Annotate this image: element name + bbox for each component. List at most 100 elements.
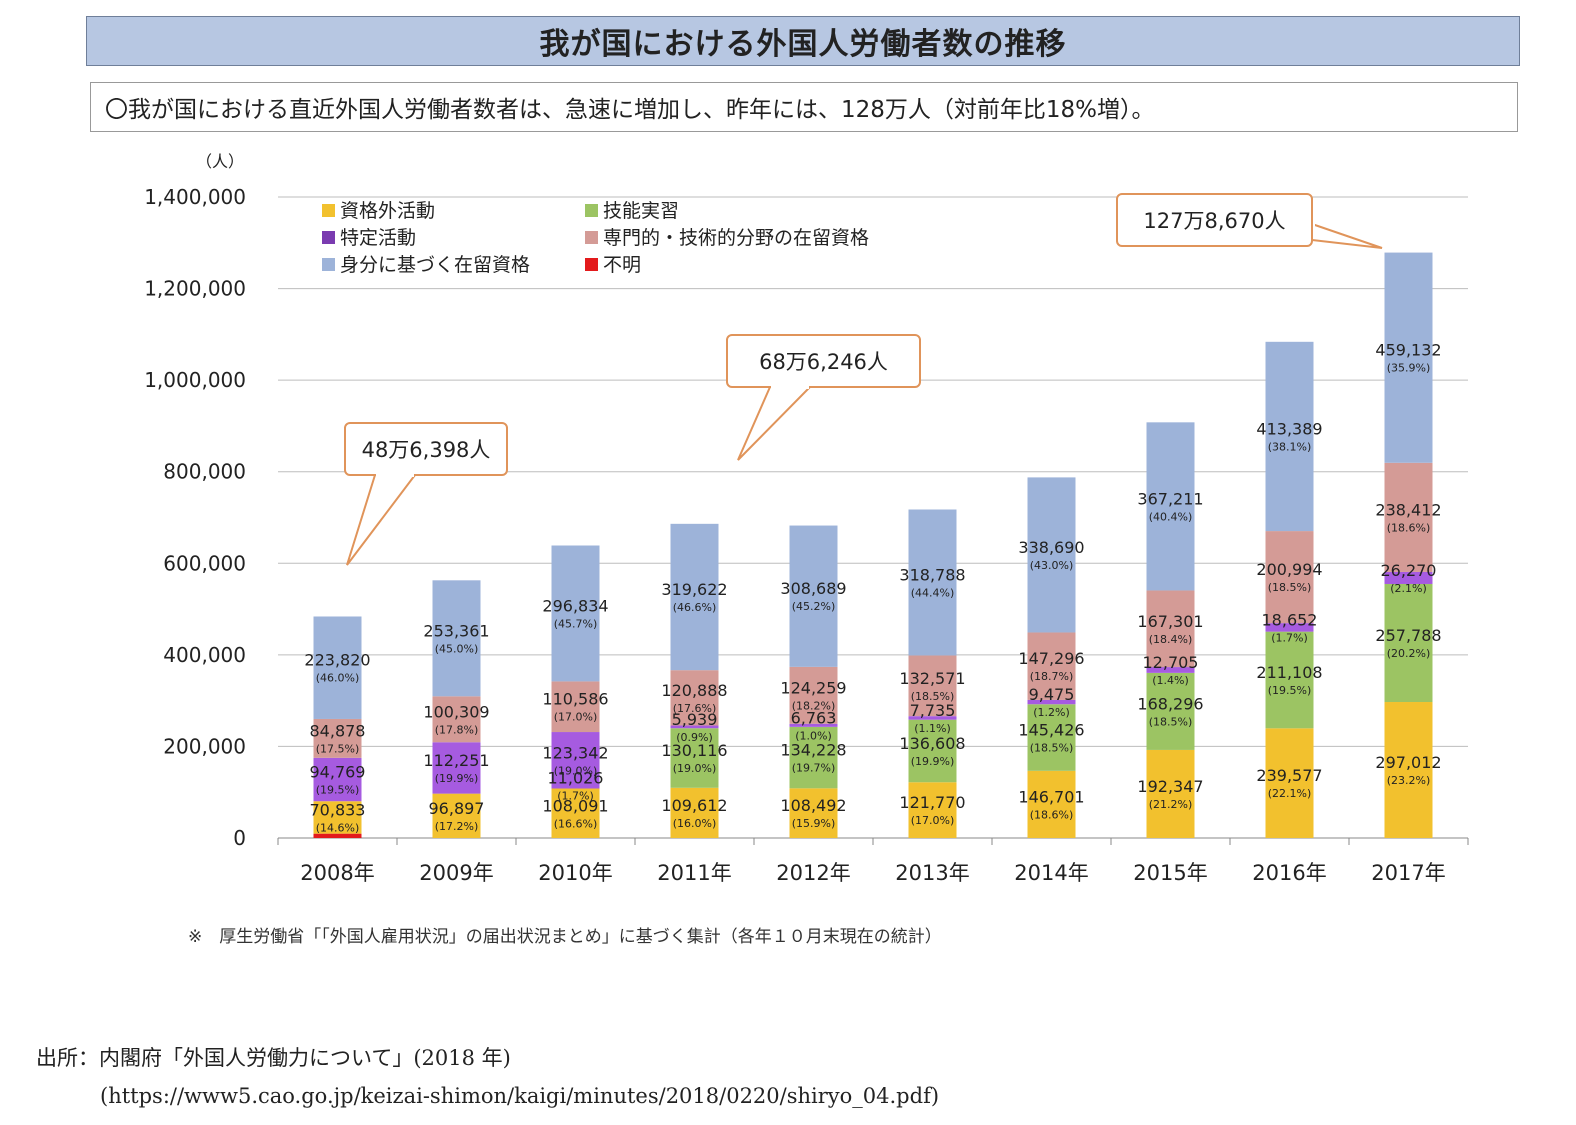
- bar-segment: [551, 788, 600, 838]
- bar-segment: [670, 728, 719, 788]
- data-label-pct: (18.6%): [1030, 808, 1074, 821]
- data-label: 6,763: [791, 708, 837, 727]
- data-label: 7,735: [910, 701, 956, 720]
- callout-pointer-join: [1313, 223, 1315, 239]
- data-label-pct: (1.0%): [795, 729, 832, 742]
- legend-swatch: [322, 231, 335, 244]
- data-label: 84,878: [310, 721, 366, 740]
- callout-box: [344, 422, 508, 476]
- data-label: 124,259: [780, 678, 846, 697]
- data-label-pct: (38.1%): [1268, 440, 1312, 453]
- x-tick-label: 2015年: [1133, 861, 1207, 885]
- data-label-pct: (20.2%): [1387, 647, 1431, 660]
- data-label-pct: (16.0%): [673, 817, 717, 830]
- data-label: 18,652: [1262, 610, 1318, 629]
- bar-segment: [1384, 571, 1433, 584]
- summary-text: 〇我が国における直近外国人労働者数者は、急速に増加し、昨年には、128万人（対前…: [90, 82, 1518, 132]
- data-label-pct: (18.5%): [1030, 742, 1074, 755]
- legend-label: 身分に基づく在留資格: [340, 254, 530, 276]
- data-label-pct: (18.4%): [1149, 633, 1193, 646]
- footnote: ※ 厚生労働省「「外国人雇用状況」の届出状況まとめ」に基づく集計（各年１０月末現…: [188, 927, 942, 947]
- data-label: 108,492: [780, 796, 846, 815]
- data-label: 318,788: [899, 565, 965, 584]
- bar-segment: [432, 742, 481, 794]
- data-label-pct: (16.6%): [554, 817, 598, 830]
- bar-segment: [908, 509, 957, 656]
- data-label: 12,705: [1143, 653, 1199, 672]
- callout-pointer: [737, 386, 813, 461]
- x-tick-label: 2011年: [657, 861, 731, 885]
- data-label: 11,026: [548, 768, 604, 787]
- data-label: 238,412: [1375, 500, 1441, 519]
- data-label: 147,296: [1018, 649, 1084, 668]
- data-label-pct: (23.2%): [1387, 774, 1431, 787]
- bar-segment: [313, 616, 362, 719]
- bar-segment: [789, 525, 838, 667]
- x-tick-label: 2009年: [419, 861, 493, 885]
- data-label-pct: (14.6%): [316, 821, 360, 834]
- data-label-pct: (18.6%): [1387, 521, 1431, 534]
- legend-label: 特定活動: [340, 227, 416, 249]
- bar-segment: [789, 666, 838, 724]
- bar-segment: [1384, 462, 1433, 572]
- bar-segment: [1146, 422, 1195, 591]
- bar-segment: [789, 788, 838, 838]
- data-label: 167,301: [1137, 612, 1203, 631]
- legend-swatch: [585, 204, 598, 217]
- data-label-pct: (46.0%): [316, 672, 360, 685]
- data-label-pct: (1.2%): [1033, 706, 1070, 719]
- data-label-pct: (18.5%): [1268, 581, 1312, 594]
- data-label: 26,270: [1381, 561, 1437, 580]
- data-label: 367,211: [1137, 489, 1203, 508]
- bar-segment: [551, 732, 600, 789]
- bar-segment: [908, 719, 957, 783]
- bar-segment: [432, 580, 481, 697]
- bar-segment: [789, 726, 838, 789]
- data-label-pct: (22.1%): [1268, 787, 1312, 800]
- data-label: 132,571: [899, 669, 965, 688]
- data-label: 110,586: [542, 690, 608, 709]
- bar-segment: [1027, 632, 1076, 700]
- data-label-pct: (1.1%): [914, 722, 951, 735]
- data-label-pct: (17.5%): [316, 742, 360, 755]
- chart-title: 我が国における外国人労働者数の推移: [86, 16, 1520, 66]
- bar-segment: [1384, 702, 1433, 838]
- data-label: 70,833: [310, 800, 366, 819]
- data-label-pct: (1.4%): [1152, 674, 1189, 687]
- callout-label: 127万8,670人: [1143, 209, 1285, 233]
- bar-segment: [670, 725, 719, 729]
- x-tick-label: 2014年: [1014, 861, 1088, 885]
- stacked-bar-chart: （人） 0 200,000 400,000 600,000 800,000 1,000,00…: [144, 152, 1469, 885]
- bar-segment: [551, 681, 600, 733]
- bar-segment: [670, 787, 719, 838]
- x-tick-label: 2010年: [538, 861, 612, 885]
- data-label-pct: (45.2%): [792, 600, 836, 613]
- data-label-pct: (19.5%): [1268, 684, 1312, 697]
- y-tick-label: 0: [233, 826, 246, 850]
- callout-pointer: [1311, 222, 1383, 249]
- data-label-pct: (17.8%): [435, 723, 479, 736]
- bar-segment: [1265, 728, 1314, 838]
- data-label-pct: (45.0%): [435, 642, 479, 655]
- data-label-pct: (19.0%): [554, 764, 598, 777]
- bar-segment: [1146, 590, 1195, 668]
- legend-swatch: [322, 204, 335, 217]
- data-label: 296,834: [542, 596, 608, 615]
- x-tick-label: 2008年: [300, 861, 374, 885]
- data-label-pct: (40.4%): [1149, 510, 1193, 523]
- bar-segment: [1027, 477, 1076, 633]
- bar-segment: [1027, 699, 1076, 705]
- data-label: 319,622: [661, 580, 727, 599]
- callout-box: [1116, 193, 1313, 247]
- callout-label: 48万6,398人: [362, 438, 491, 462]
- bar-segment: [908, 716, 957, 720]
- data-label-pct: (18.2%): [792, 699, 836, 712]
- y-tick-label: 800,000: [163, 460, 246, 484]
- data-label: 223,820: [304, 651, 370, 670]
- data-label-pct: (1.7%): [1271, 631, 1308, 644]
- bar-segment: [1265, 623, 1314, 632]
- legend-label: 不明: [603, 254, 641, 276]
- callout-label: 68万6,246人: [759, 350, 888, 374]
- bar-segment: [551, 545, 600, 682]
- legend-swatch: [585, 258, 598, 271]
